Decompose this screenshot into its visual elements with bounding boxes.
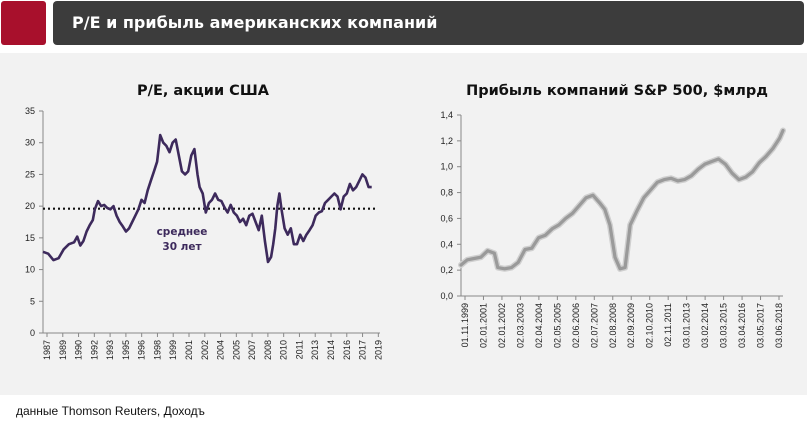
profit-y-tick-label: 1,0 [440,162,453,172]
profit-series-shadow [458,127,786,272]
pe-chart: P/E, акции США 0 5 10 15 20 25 30 35 1987 1989 199… [25,83,383,360]
pe-x-tick-label: 1995 [121,340,131,360]
pe-chart-title: P/E, акции США [137,83,270,99]
profit-series-line [459,128,785,271]
pe-x-tick-label: 2007 [247,340,257,360]
profit-y-tick-label: 1,2 [440,136,453,146]
profit-x-tick-label: 02.01.2002 [497,303,507,348]
profit-x-tick-label: 03.04.2016 [737,303,747,348]
pe-x-tick-label: 1999 [168,340,178,360]
pe-x-tick-label: 2001 [184,340,194,360]
source-note: данные Thomson Reuters, Доходъ [16,404,205,418]
pe-y-tick-label: 30 [25,138,35,148]
profit-x-tick-label: 02.06.2006 [571,303,581,348]
pe-x-tick-label: 1990 [74,340,84,360]
pe-x-tick-label: 1993 [105,340,115,360]
pe-x-tick-label: 2016 [342,340,352,360]
charts-canvas: P/E, акции США 0 5 10 15 20 25 30 35 1987 1989 199… [25,83,786,360]
charts-panel [0,53,807,395]
pe-y-tick-label: 10 [25,265,35,275]
pe-y-tick-label: 25 [25,169,35,179]
pe-x-tick-label: 1987 [42,340,52,360]
pe-x-tick-label: 2011 [294,340,304,359]
pe-x-tick-label: 1992 [89,340,99,360]
profit-x-tick-label: 02.11.2011 [663,303,673,347]
pe-x-tick-label: 2005 [231,340,241,360]
profit-x-tick-label: 03.02.2014 [700,303,710,348]
profit-y-tick-label: 0,4 [440,239,453,249]
pe-y-tick-label: 20 [25,201,35,211]
profit-y-tick-label: 1,4 [440,110,453,120]
brand-accent-square [1,1,46,45]
page-title: P/E и прибыль американских компаний [53,1,804,45]
pe-x-tick-label: 2019 [373,340,383,360]
pe-x-tick-label: 1989 [58,340,68,360]
profit-x-tick-label: 02.05.2005 [552,303,562,348]
pe-x-tick-label: 2008 [263,340,273,360]
profit-y-tick-label: 0,2 [440,265,453,275]
profit-chart: Прибыль компаний S&P 500, $млрд 0,0 0,2 0,… [440,83,786,348]
pe-x-tick-label: 1998 [152,340,162,360]
profit-chart-title: Прибыль компаний S&P 500, $млрд [466,83,768,99]
profit-x-tick-label: 02.09.2009 [626,303,636,348]
profit-x-tick-label: 03.05.2017 [756,303,766,348]
profit-x-tick-label: 02.07.2007 [589,303,599,348]
profit-x-tick-label: 02.04.2004 [534,303,544,348]
profit-y-tick-label: 0,0 [440,291,453,301]
profit-x-tick-label: 03.06.2018 [774,303,784,348]
pe-y-tick-label: 35 [25,106,35,116]
average-label-line2: 30 лет [162,241,202,253]
pe-x-tick-label: 2002 [200,340,210,360]
pe-x-tick-label: 1996 [137,340,147,360]
pe-x-tick-label: 2017 [358,340,368,360]
profit-x-tick-label: 02.08.2008 [608,303,618,348]
profit-y-tick-label: 0,8 [440,188,453,198]
pe-y-tick-label: 5 [30,296,35,306]
profit-y-tick-label: 0,6 [440,213,453,223]
pe-y-tick-label: 15 [25,233,35,243]
profit-x-tick-label: 02.03.2003 [515,303,525,348]
profit-x-tick-label: 02.01.2001 [478,303,488,348]
pe-x-tick-label: 2014 [326,340,336,360]
profit-x-tick-label: 03.03.2015 [719,303,729,348]
pe-y-tick-label: 0 [30,328,35,338]
pe-x-tick-label: 2010 [279,340,289,360]
profit-x-tick-label: 02.10.2010 [645,303,655,348]
pe-series-line [42,133,372,264]
average-label-line1: среднее [157,226,208,238]
pe-x-tick-label: 2004 [216,340,226,360]
profit-x-tick-label: 03.01.2013 [682,303,692,348]
pe-x-tick-label: 2013 [310,340,320,360]
profit-x-tick-label: 01.11.1999 [460,303,470,347]
